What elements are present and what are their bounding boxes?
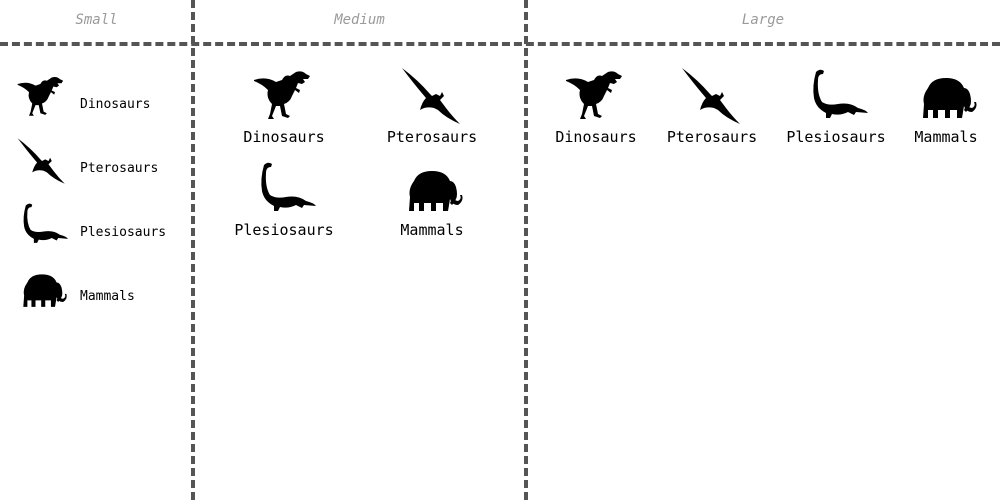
header-divider [0,42,1000,46]
medium-tile-plesiosaurs[interactable]: Plesiosaurs [224,159,344,239]
dinosaur-icon [564,66,628,126]
tile-label: Pterosaurs [666,128,758,146]
mammoth-icon [400,159,464,219]
large-tile-mammals[interactable]: Mammals [900,66,992,146]
small-column: Small Dinosaurs Pterosaurs Plesiosaurs M… [0,0,193,500]
plesiosaur-icon [16,200,68,250]
item-label: Pterosaurs [80,161,159,176]
large-column: Large Dinosaurs Pterosaurs Plesiosaurs M… [526,0,1000,500]
large-tile-pterosaurs[interactable]: Pterosaurs [654,66,770,146]
column-divider-1 [191,0,195,500]
tile-label: Plesiosaurs [234,221,334,239]
pterosaur-icon [16,136,68,186]
tile-label: Plesiosaurs [786,128,886,146]
medium-tile-dinosaurs[interactable]: Dinosaurs [224,66,344,146]
dinosaur-icon [252,66,316,126]
large-tile-plesiosaurs[interactable]: Plesiosaurs [776,66,896,146]
column-divider-2 [524,0,528,500]
column-title-medium: Medium [334,12,385,28]
mammoth-icon [914,66,978,126]
large-tile-dinosaurs[interactable]: Dinosaurs [538,66,654,146]
mammoth-icon [16,264,68,314]
item-label: Plesiosaurs [80,225,167,240]
pterosaur-icon [400,66,464,126]
column-title-small: Small [75,12,118,28]
small-item-pterosaurs[interactable]: Pterosaurs [16,136,186,186]
column-title-large: Large [741,12,785,28]
tile-label: Mammals [914,128,978,146]
dinosaur-icon [16,72,68,122]
plesiosaur-icon [252,159,316,219]
medium-column: Medium Dinosaurs Pterosaurs Plesiosaurs … [193,0,526,500]
tile-label: Pterosaurs [386,128,478,146]
tile-label: Dinosaurs [555,128,637,146]
tile-label: Dinosaurs [243,128,325,146]
plesiosaur-icon [804,66,868,126]
small-item-mammals[interactable]: Mammals [16,264,186,314]
small-item-dinosaurs[interactable]: Dinosaurs [16,72,186,122]
small-item-plesiosaurs[interactable]: Plesiosaurs [16,200,186,250]
item-label: Mammals [80,289,135,304]
pterosaur-icon [680,66,744,126]
medium-tile-mammals[interactable]: Mammals [372,159,492,239]
item-label: Dinosaurs [80,97,151,112]
medium-tile-pterosaurs[interactable]: Pterosaurs [372,66,492,146]
tile-label: Mammals [400,221,464,239]
